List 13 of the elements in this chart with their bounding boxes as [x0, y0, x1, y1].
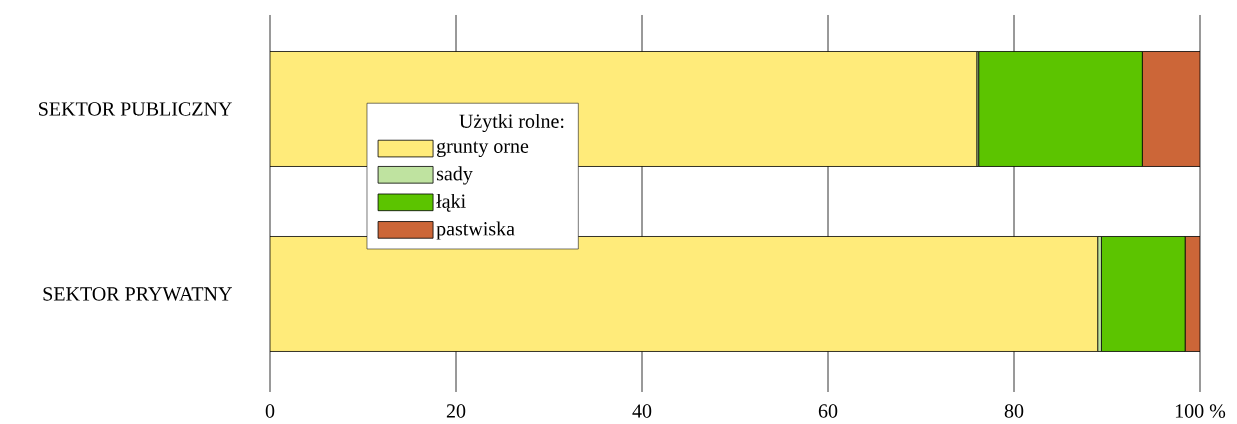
legend-label: grunty orne: [437, 141, 529, 157]
y-tick-label: SEKTOR PRYWATNY: [43, 286, 232, 301]
legend-label: pastwiska: [436, 221, 515, 240]
legend-title: Użytki rolne:: [459, 113, 564, 132]
x-tick-label: 0: [265, 404, 275, 418]
legend-label: sady: [436, 166, 473, 185]
x-tick-label: 20: [446, 404, 466, 418]
x-tick-label: 60: [818, 404, 838, 418]
x-tick-label: 40: [632, 404, 652, 418]
legend-label: łąki: [436, 193, 466, 212]
x-tick-label: 100 %: [1175, 404, 1226, 418]
y-tick-label: SEKTOR PUBLICZNY: [39, 102, 232, 116]
x-tick-label: 80: [1004, 404, 1024, 418]
